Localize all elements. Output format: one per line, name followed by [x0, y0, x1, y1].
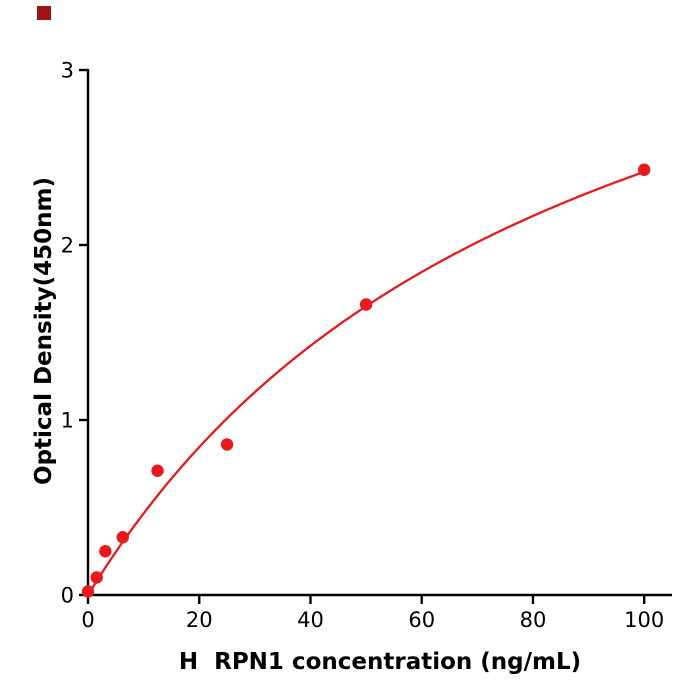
- data-point: [90, 571, 103, 584]
- y-tick-label: 0: [61, 584, 74, 608]
- data-point: [81, 585, 95, 598]
- data-point: [637, 163, 651, 176]
- corner-mark: [37, 6, 51, 20]
- fit-curve: [86, 170, 646, 597]
- data-point: [220, 438, 234, 451]
- data-point: [116, 531, 129, 544]
- data-point: [99, 545, 112, 558]
- x-tick-label: 100: [624, 608, 664, 632]
- x-tick-label: 40: [297, 608, 324, 632]
- data-point: [151, 464, 164, 477]
- y-tick-label: 2: [61, 234, 74, 258]
- data-point: [359, 298, 373, 311]
- x-tick-label: 0: [81, 608, 94, 632]
- y-axis-label: Optical Density(450nm): [31, 177, 57, 485]
- y-tick-label: 1: [61, 409, 74, 433]
- x-tick-label: 80: [520, 608, 547, 632]
- x-tick-label: 20: [186, 608, 213, 632]
- x-tick-label: 60: [408, 608, 435, 632]
- y-tick-label: 3: [61, 59, 74, 83]
- x-axis-label: H RPN1 concentration (ng/mL): [178, 649, 582, 675]
